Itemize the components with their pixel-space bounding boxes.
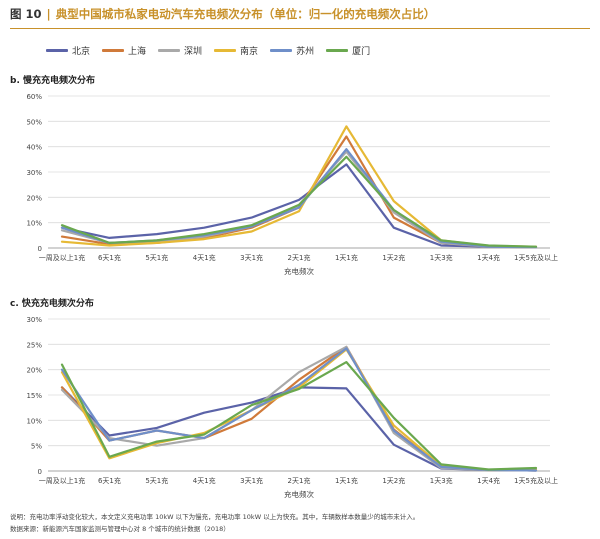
series-line-上海 — [60, 345, 538, 472]
series-line-苏州 — [60, 148, 538, 249]
legend-label: 深圳 — [184, 47, 203, 57]
series-line-厦门 — [60, 155, 538, 248]
legend-label: 北京 — [72, 47, 91, 57]
y-tick-label: 10% — [26, 220, 42, 228]
note-definition: 说明：充电功率浮动变化较大，本文定义充电功率 10kW 以下为慢充，充电功率 1… — [10, 513, 420, 521]
y-tick-label: 50% — [26, 118, 42, 126]
x-tick-label: 1天5充及以上 — [514, 253, 558, 262]
x-tick-label: 3天1充 — [240, 476, 263, 485]
legend-item-1: 上海 — [102, 44, 146, 57]
series-line-厦门 — [60, 360, 538, 471]
fast-charge-chart: 0 5% 10% 15% 20% 25% 30% 一周及以上1充 6天1充 5天1充 4天1充 3天1… — [26, 316, 558, 499]
legend-label: 南京 — [240, 47, 259, 57]
legend-swatch — [214, 49, 237, 52]
x-tick-label: 5天1充 — [145, 476, 168, 485]
legend-swatch — [326, 49, 349, 52]
x-tick-label: 1天2充 — [382, 253, 405, 262]
y-tick-label: 0 — [38, 245, 42, 253]
legend-item-5: 厦门 — [326, 44, 370, 57]
legend-item-2: 深圳 — [158, 44, 202, 57]
legend-swatch — [102, 49, 125, 52]
figure-title-text: 典型中国城市私家电动汽车充电频次分布（单位：归一化的充电频次占比） — [55, 7, 436, 21]
y-tick-label: 30% — [26, 169, 42, 177]
legend-swatch — [270, 49, 293, 52]
series-line-南京 — [60, 348, 538, 472]
x-tick-label: 1天4充 — [477, 253, 500, 262]
title-separator: | — [46, 7, 51, 21]
figure-title: 图 10 | 典型中国城市私家电动汽车充电频次分布（单位：归一化的充电频次占比） — [10, 6, 435, 22]
legend-item-3: 南京 — [214, 44, 258, 57]
x-tick-label: 1天3充 — [430, 253, 453, 262]
legend-label: 厦门 — [352, 47, 371, 57]
legend-swatch — [158, 49, 181, 52]
x-tick-label: 2天1充 — [288, 253, 311, 262]
x-axis-label: 充电频次 — [284, 489, 314, 499]
x-tick-label: 1天2充 — [382, 476, 405, 485]
y-tick-label: 60% — [26, 93, 42, 101]
x-tick-label: 2天1充 — [288, 476, 311, 485]
series-line-北京 — [60, 386, 538, 472]
series-line-深圳 — [60, 345, 538, 472]
x-tick-label: 4天1充 — [193, 253, 216, 262]
figure-label: 图 10 — [10, 7, 42, 21]
note-source: 数据来源：新能源汽车国家监测与管理中心对 8 个城市的统计数据（2018） — [10, 525, 230, 533]
x-tick-label: 1天4充 — [477, 476, 500, 485]
y-tick-label: 15% — [26, 392, 42, 400]
y-tick-label: 20% — [26, 194, 42, 202]
y-tick-label: 20% — [26, 367, 42, 375]
x-tick-label: 一周及以上1充 — [39, 476, 85, 485]
x-tick-label: 一周及以上1充 — [39, 253, 85, 262]
legend-label: 苏州 — [296, 47, 315, 57]
series-line-南京 — [60, 125, 538, 248]
slow-charge-chart: 0 10% 20% 30% 40% 50% 60% 一周及以上1充 6天1充 5天1充 4天1充 3天… — [26, 93, 558, 276]
x-tick-label: 6天1充 — [98, 253, 121, 262]
x-tick-label: 1天1充 — [335, 253, 358, 262]
y-tick-label: 25% — [26, 341, 42, 349]
legend-item-4: 苏州 — [270, 44, 314, 57]
x-tick-label: 1天5充及以上 — [514, 476, 558, 485]
x-tick-label: 1天1充 — [335, 476, 358, 485]
series-line-苏州 — [60, 347, 538, 472]
y-tick-label: 30% — [26, 316, 42, 324]
panel-c-title: c. 快充充电频次分布 — [10, 299, 94, 309]
y-tick-label: 0 — [38, 468, 42, 476]
legend-swatch — [46, 49, 68, 52]
title-rule — [10, 28, 590, 29]
legend-label: 上海 — [128, 47, 147, 57]
x-tick-label: 4天1充 — [193, 476, 216, 485]
x-axis-label: 充电频次 — [284, 266, 314, 276]
legend-item-0: 北京 — [46, 44, 90, 57]
x-tick-label: 6天1充 — [98, 476, 121, 485]
x-tick-label: 5天1充 — [145, 253, 168, 262]
y-tick-label: 10% — [26, 417, 42, 425]
series-line-北京 — [60, 163, 538, 249]
panel-b-title: b. 慢充充电频次分布 — [10, 76, 95, 86]
x-tick-label: 1天3充 — [430, 476, 453, 485]
x-tick-label: 3天1充 — [240, 253, 263, 262]
series-line-上海 — [60, 135, 538, 249]
y-tick-label: 5% — [31, 443, 42, 451]
y-tick-label: 40% — [26, 144, 42, 152]
chart-legend: 北京 上海 深圳 南京 苏州 厦门 — [46, 44, 370, 57]
